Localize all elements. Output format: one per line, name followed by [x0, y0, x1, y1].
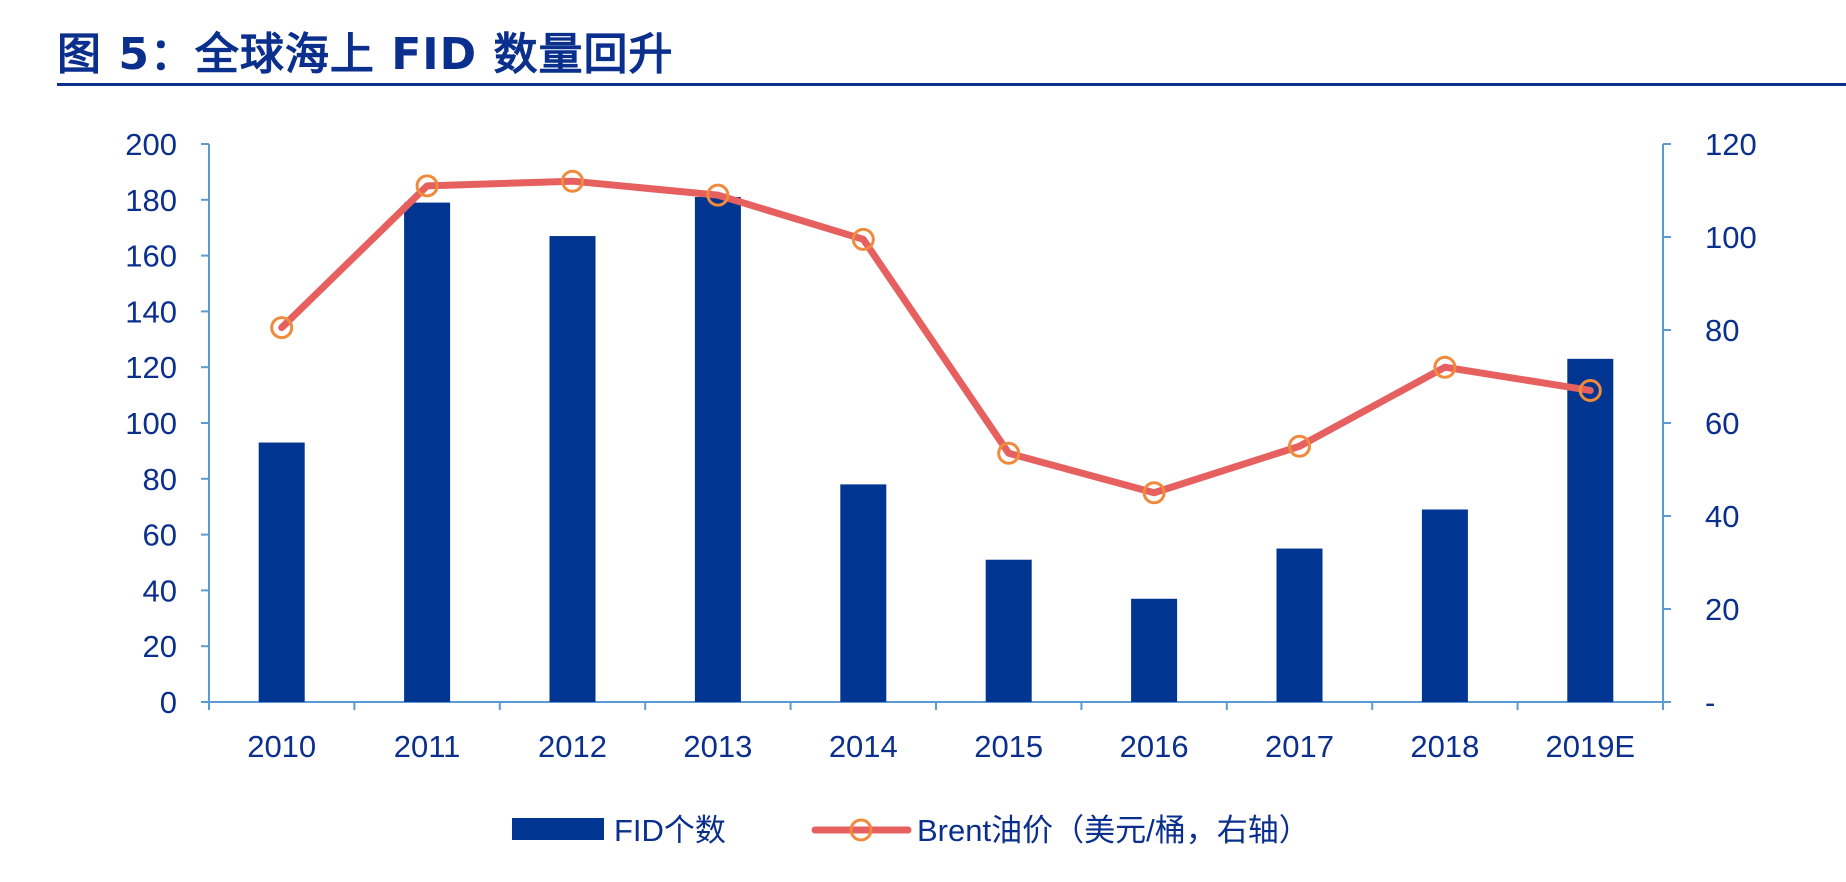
- left-y-tick-label: 140: [125, 294, 177, 329]
- right-y-tick-label: 80: [1705, 313, 1739, 348]
- fid-bar: [1421, 509, 1468, 702]
- brent-point: [997, 441, 1021, 465]
- fid-bar: [840, 484, 887, 702]
- left-y-tick-label: 120: [125, 350, 177, 385]
- left-y-tick-label: 0: [160, 685, 177, 720]
- brent-point: [1578, 378, 1602, 402]
- fid-bar: [1131, 598, 1178, 702]
- right-y-tick-label: 20: [1705, 592, 1739, 627]
- fid-bar: [1567, 358, 1614, 702]
- x-tick-label: 2010: [247, 729, 316, 764]
- left-y-tick-label: 160: [125, 239, 177, 274]
- x-tick-label: 2014: [829, 729, 898, 764]
- legend: FID个数 Brent油价（美元/桶，右轴）: [512, 813, 1310, 848]
- right-y-tick-label: 120: [1705, 127, 1757, 162]
- right-y-tick-label: -: [1705, 685, 1715, 720]
- tick-labels-group: 0 20 40 60 80 100 120 140 160 180 200 - 20 40 60 80 100 1…: [125, 127, 1756, 764]
- right-y-tick-label: 60: [1705, 406, 1739, 441]
- axes-group: [201, 143, 1671, 710]
- legend-bar-label: FID个数: [614, 813, 726, 848]
- fid-bar: [985, 559, 1032, 702]
- fid-bar: [694, 197, 741, 702]
- chart-title: 图 5：全球海上 FID 数量回升: [57, 29, 674, 80]
- fid-bar: [1276, 548, 1323, 702]
- brent-point: [1142, 481, 1166, 505]
- brent-point: [270, 316, 294, 340]
- legend-line-marker: [849, 818, 873, 842]
- x-tick-label: 2017: [1265, 729, 1334, 764]
- x-tick-label: 2011: [394, 729, 461, 764]
- fid-bar: [549, 236, 596, 702]
- left-y-tick-label: 100: [125, 406, 177, 441]
- left-y-tick-label: 80: [143, 462, 177, 497]
- x-tick-label: 2016: [1120, 729, 1189, 764]
- brent-point: [415, 174, 439, 198]
- brent-line: [278, 177, 1594, 497]
- left-y-tick-label: 20: [143, 629, 177, 664]
- brent-point: [1288, 434, 1311, 458]
- legend-bar-swatch: [512, 818, 604, 840]
- brent-point: [1433, 355, 1457, 379]
- x-tick-label: 2019E: [1545, 729, 1635, 764]
- x-tick-label: 2018: [1410, 729, 1479, 764]
- left-y-tick-label: 60: [143, 518, 177, 553]
- brent-point: [706, 183, 730, 207]
- right-y-tick-label: 100: [1705, 220, 1757, 255]
- brent-point: [851, 227, 875, 251]
- brent-point: [561, 169, 584, 193]
- legend-line-label: Brent油价（美元/桶，右轴）: [917, 813, 1310, 848]
- fid-bar: [258, 442, 305, 702]
- right-y-tick-label: 40: [1705, 499, 1739, 534]
- line-series-group: [270, 169, 1602, 505]
- left-y-tick-label: 200: [125, 127, 177, 162]
- title-underline: [57, 83, 1846, 86]
- bar-series-group: [258, 197, 1614, 702]
- x-tick-label: 2015: [974, 729, 1043, 764]
- fid-bar: [404, 202, 451, 702]
- x-tick-label: 2013: [683, 729, 752, 764]
- x-tick-label: 2012: [538, 729, 607, 764]
- left-y-tick-label: 180: [125, 183, 177, 218]
- left-y-tick-label: 40: [143, 573, 177, 608]
